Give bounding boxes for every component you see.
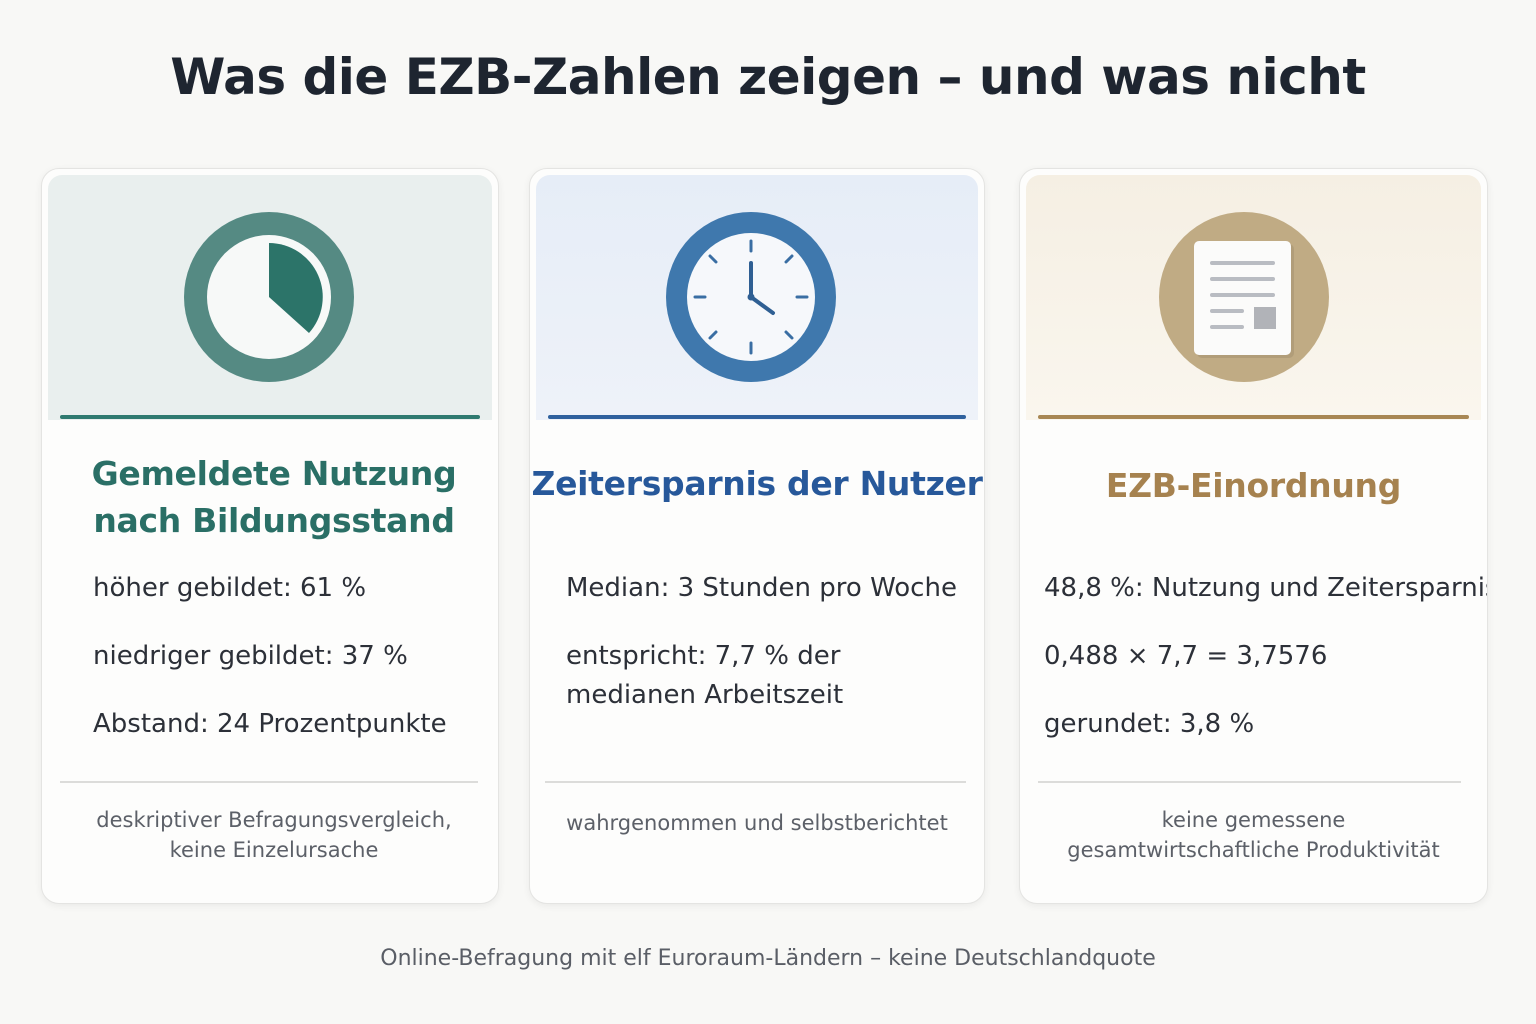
accent-line — [60, 415, 480, 419]
fact-rounded: gerundet: 3,8 % — [1044, 709, 1255, 739]
card-note: deskriptiver Befragungsvergleich, keine … — [96, 808, 452, 862]
page-title: Was die EZB-Zahlen zeigen – und was nich… — [170, 48, 1366, 106]
footer-note: Online-Befragung mit elf Euroraum-Länder… — [380, 946, 1156, 971]
fact-lower-educated: niedriger gebildet: 37 % — [93, 641, 408, 671]
card-title: EZB-Einordnung — [1105, 466, 1402, 505]
fact-equivalent-line1: entspricht: 7,7 % der — [566, 641, 841, 671]
card-note: wahrgenommen und selbstberichtet — [566, 811, 948, 835]
card-usage-by-education: Gemeldete Nutzung nach Bildungsstand höh… — [41, 168, 499, 904]
divider — [60, 781, 478, 783]
fact-equivalent-line2: medianen Arbeitszeit — [566, 680, 844, 710]
fact-calculation: 0,488 × 7,7 = 3,7576 — [1044, 641, 1328, 671]
fact-share: 48,8 %: Nutzung und Zeitersparnis — [1044, 573, 1488, 603]
card-title: Zeitersparnis der Nutzer — [531, 464, 983, 503]
accent-line — [548, 415, 966, 419]
card-note: keine gemessene gesamtwirtschaftliche Pr… — [1067, 808, 1440, 862]
fact-median: Median: 3 Stunden pro Woche — [566, 573, 957, 603]
divider — [545, 781, 966, 783]
pie-chart-icon — [183, 211, 355, 383]
divider — [1038, 781, 1461, 783]
fact-higher-educated: höher gebildet: 61 % — [93, 573, 367, 603]
card-time-savings: Zeitersparnis der Nutzer Median: 3 Stund… — [529, 168, 985, 904]
document-icon — [1158, 211, 1330, 383]
clock-icon — [665, 211, 837, 383]
card-ecb-assessment: EZB-Einordnung 48,8 %: Nutzung und Zeite… — [1019, 168, 1488, 904]
fact-gap: Abstand: 24 Prozentpunkte — [93, 709, 447, 739]
accent-line — [1038, 415, 1469, 419]
card-title: Gemeldete Nutzung nach Bildungsstand — [91, 454, 457, 540]
